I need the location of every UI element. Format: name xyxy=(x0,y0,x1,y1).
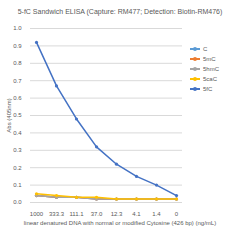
html-text:5caC: 5caC xyxy=(203,76,217,82)
svg-text:1.0: 1.0 xyxy=(13,25,22,31)
svg-text:1000: 1000 xyxy=(30,211,44,217)
html-text:linear denatured DNA with norm: linear denatured DNA with normal or modi… xyxy=(23,220,217,226)
svg-text:0.9: 0.9 xyxy=(13,43,22,49)
html-text:5mC: 5mC xyxy=(203,56,216,62)
svg-text:37.0: 37.0 xyxy=(91,211,103,217)
svg-text:0: 0 xyxy=(175,211,179,217)
svg-text:111.1: 111.1 xyxy=(69,211,84,217)
svg-text:0.3: 0.3 xyxy=(13,147,22,153)
svg-text:0.1: 0.1 xyxy=(13,182,22,188)
svg-text:4.1: 4.1 xyxy=(132,211,141,217)
svg-text:0.2: 0.2 xyxy=(13,165,22,171)
svg-text:1.4: 1.4 xyxy=(152,211,161,217)
svg-text:12.3: 12.3 xyxy=(111,211,123,217)
html-text:5fC: 5fC xyxy=(203,86,213,92)
svg-text:0.4: 0.4 xyxy=(13,130,22,136)
html-text:5-fC Sandwich ELISA (Capture:: 5-fC Sandwich ELISA (Capture: RM477; Det… xyxy=(17,8,223,15)
svg-text:0.0: 0.0 xyxy=(13,199,22,205)
svg-text:Abs (405nm): Abs (405nm) xyxy=(6,98,12,132)
svg-text:0.6: 0.6 xyxy=(13,95,22,101)
svg-text:0.7: 0.7 xyxy=(13,78,22,84)
svg-text:0.5: 0.5 xyxy=(13,112,22,118)
html-text:5hmC: 5hmC xyxy=(203,66,219,72)
svg-text:333.3: 333.3 xyxy=(49,211,65,217)
html-text:C: C xyxy=(203,46,208,52)
svg-text:0.8: 0.8 xyxy=(13,60,22,66)
